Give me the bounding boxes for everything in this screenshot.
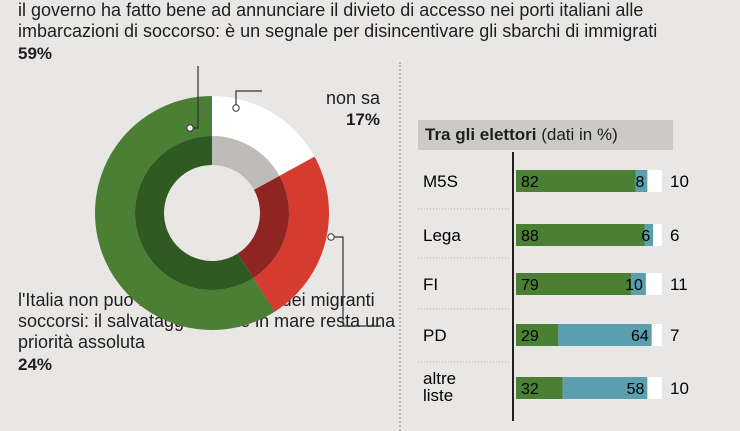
bar-segment [647,377,662,399]
leader-line [331,236,381,327]
bar-segment [631,273,646,295]
question-governo: il governo ha fatto bene ad annunciare i… [18,0,698,64]
bar-value-label: 10 [670,379,689,398]
bar-segment [516,170,636,192]
bar-segment [516,273,632,295]
question-italia-percent: 24% [18,355,53,374]
question-nonsa-percent: 17% [345,110,380,129]
legend-title-rest: (dati in %) [541,125,618,144]
category-label: altre liste [423,369,456,405]
donut-chart [95,66,381,330]
bar-segment [644,224,654,246]
bar-value-label: 11 [670,275,688,294]
bar-segment [647,170,662,192]
question-governo-percent: 59% [18,44,53,63]
leader-line [235,90,262,108]
bar-segment [645,273,662,295]
category-label: M5S [423,172,458,191]
category-label: FI [423,275,438,294]
bar-value-label: 6 [641,228,650,245]
question-nonsa: non sa 17% [312,88,380,130]
legend-title: Tra gli elettori (dati in %) [418,120,673,150]
bar-value-label: 10 [670,172,689,191]
donut-slice-inner [212,136,280,190]
donut-slice-inner [237,175,289,279]
bar-value-label: 6 [670,226,679,245]
bar-value-label: 32 [521,381,539,398]
bar-segment [516,377,563,399]
bar-segment [562,377,648,399]
bar-value-label: 64 [631,328,649,345]
bar-segment [516,224,645,246]
bar-value-label: 10 [625,277,643,294]
panel-divider [399,62,401,431]
leader-dot [186,124,194,132]
category-label: Lega [423,226,461,245]
donut-slice-outer [212,96,315,176]
donut-slice-outer [253,156,329,312]
bar-value-label: 79 [521,277,539,294]
bar-value-label: 58 [627,381,645,398]
bar-value-label: 8 [635,174,644,191]
bar-segment [558,324,652,346]
bar-value-label: 29 [521,328,539,345]
donut-slice-outer [95,96,275,330]
bar-segment [653,224,662,246]
bar-segment [635,170,648,192]
bar-segment [516,324,559,346]
leader-dot [232,104,240,112]
category-label: PD [423,326,447,345]
leader-dot [327,233,335,241]
legend-title-bold: Tra gli elettori [425,125,537,144]
bar-value-label: 7 [670,326,679,345]
donut-slice-inner [135,136,254,290]
bar-value-label: 82 [521,174,539,191]
bar-value-label: 88 [521,228,539,245]
bar-segment [651,324,662,346]
question-governo-text: il governo ha fatto bene ad annunciare i… [18,0,658,41]
question-nonsa-text: non sa [325,88,380,108]
